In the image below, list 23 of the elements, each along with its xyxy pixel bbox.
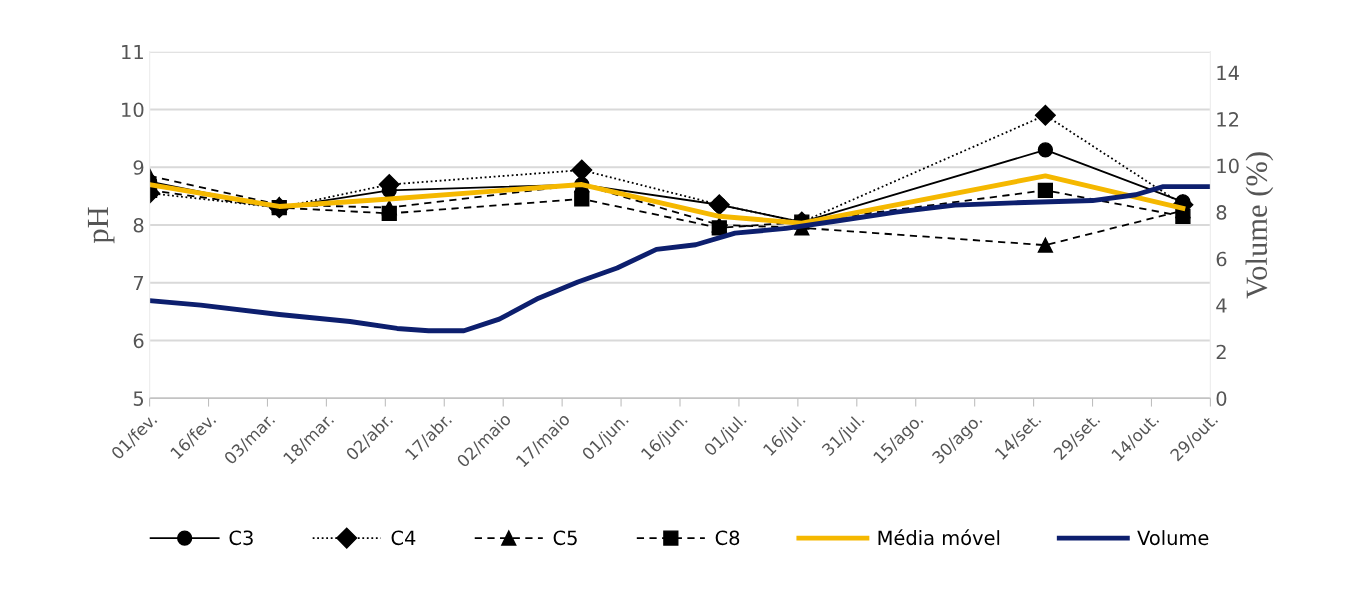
y2-axis-title: Volume (%) <box>1245 152 1274 299</box>
legend-label: C8 <box>715 530 740 546</box>
y2-tick-label: 10 <box>1217 158 1239 174</box>
y2-tick-label: 0 <box>1216 391 1227 406</box>
y-tick-label: 11 <box>122 44 143 60</box>
y2-tick-label: 4 <box>1216 298 1227 313</box>
legend-label: C4 <box>391 530 416 546</box>
y-tick-label: 9 <box>133 160 144 175</box>
y2-tick-label: 14 <box>1217 65 1239 80</box>
y-tick-label: 6 <box>133 333 144 349</box>
y-tick-label: 5 <box>133 391 144 406</box>
y2-tick-label: 12 <box>1217 112 1239 127</box>
y-tick-label: 8 <box>133 217 144 233</box>
legend-label: C5 <box>553 530 577 546</box>
legend-label: Volume <box>1137 530 1209 546</box>
y2-tick-label: 8 <box>1216 205 1227 220</box>
legend-label: Média móvel <box>878 529 1000 546</box>
y-tick-label: 10 <box>122 102 144 118</box>
y2-tick-label: 6 <box>1216 251 1227 267</box>
legend-label: C3 <box>229 530 253 546</box>
y-axis-title: pH <box>87 207 115 244</box>
y-tick-label: 7 <box>133 275 144 291</box>
y2-tick-label: 2 <box>1216 344 1226 360</box>
